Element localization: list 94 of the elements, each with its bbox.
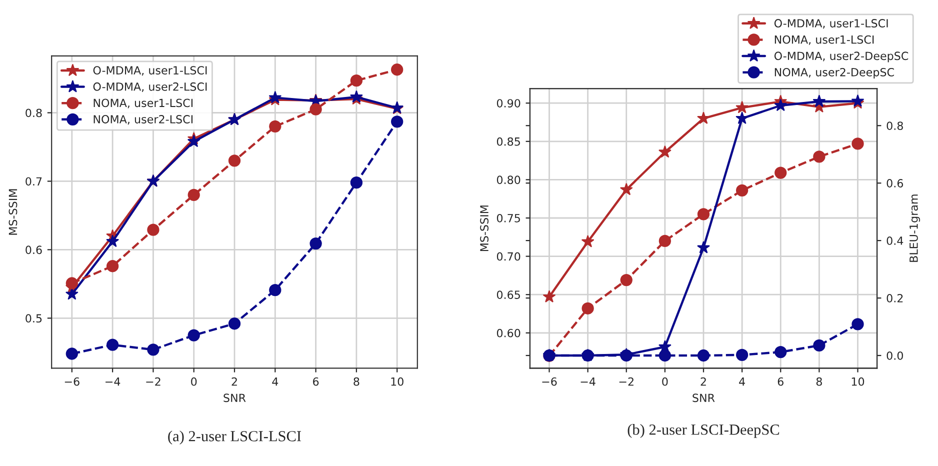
y-tick-label: 0.60 xyxy=(496,328,520,338)
point xyxy=(774,98,788,112)
point xyxy=(188,329,200,342)
point xyxy=(813,339,826,352)
point xyxy=(269,120,282,133)
point xyxy=(391,64,404,76)
point xyxy=(581,234,594,248)
point xyxy=(620,182,633,196)
text: (b) 2-user LSCI-DeepSC xyxy=(628,424,780,438)
point xyxy=(350,74,363,87)
point xyxy=(774,346,787,358)
y-tick-label: 0.7 xyxy=(26,177,42,186)
x-tick-label: 2 xyxy=(232,377,237,386)
legend-label: NOMA, user1-LSCI xyxy=(774,35,874,45)
x-tick-label: 10 xyxy=(852,377,864,386)
point xyxy=(350,176,363,189)
y2-axis-title: BLEU-1gram xyxy=(910,194,920,262)
point xyxy=(736,184,748,196)
x-tick-label: 10 xyxy=(391,377,404,386)
point xyxy=(269,284,282,296)
y2-tick-label: 0.0 xyxy=(886,351,903,360)
y-tick-label: 0.65 xyxy=(496,290,520,299)
x-tick-label: 6 xyxy=(313,377,319,386)
point xyxy=(310,237,322,250)
y-tick-label: 0.6 xyxy=(26,246,42,254)
x-tick-label: 6 xyxy=(778,377,784,386)
y-tick-label: 0.75 xyxy=(496,214,520,222)
point xyxy=(187,134,200,148)
point xyxy=(697,208,710,220)
x-tick-label: −6 xyxy=(542,377,557,386)
legend-label: O-MDMA, user1-LSCI xyxy=(774,19,888,29)
y-tick-label: 0.80 xyxy=(496,176,520,184)
x-tick-label: −4 xyxy=(106,378,120,386)
y-tick-label: 0.90 xyxy=(496,99,520,108)
point xyxy=(658,234,672,248)
point xyxy=(391,116,404,128)
point xyxy=(147,344,160,356)
point xyxy=(658,349,672,362)
point xyxy=(66,277,78,290)
legend-label: O-MDMA, user1-LSCI xyxy=(93,66,207,76)
x-axis-title: SNR xyxy=(224,394,246,402)
point xyxy=(106,338,119,351)
point xyxy=(66,348,78,360)
y2-tick-label: 0.4 xyxy=(886,236,904,245)
legend-label: NOMA, user1-LSCI xyxy=(94,98,193,108)
x-tick-label: 8 xyxy=(354,377,360,386)
x-tick-label: −4 xyxy=(580,378,596,386)
point xyxy=(774,166,787,179)
y2-tick-label: 0.6 xyxy=(886,179,904,188)
point xyxy=(65,287,78,300)
x-tick-label: 4 xyxy=(272,378,278,386)
y2-tick-label: 0.8 xyxy=(886,122,903,130)
y-axis-title: MS-SSIM xyxy=(8,189,18,235)
point xyxy=(736,100,749,114)
y2-tick-label: 0.2 xyxy=(886,294,903,302)
legend-label: O-MDMA, user2-DeepSC xyxy=(774,52,908,62)
point xyxy=(658,145,672,158)
y-tick-label: 0.8 xyxy=(26,108,42,118)
point xyxy=(697,112,710,124)
x-tick-label: −2 xyxy=(619,377,634,386)
point xyxy=(147,224,160,236)
point xyxy=(310,103,322,116)
point xyxy=(106,234,120,248)
point xyxy=(620,274,632,286)
point xyxy=(736,348,748,361)
point xyxy=(228,318,241,330)
point xyxy=(582,302,594,314)
point xyxy=(188,188,200,201)
x-tick-label: 2 xyxy=(700,377,706,386)
y-tick-label: 0.85 xyxy=(496,137,520,146)
legend-label: O-MDMA, user2-LSCI xyxy=(93,82,207,92)
x-tick-label: 8 xyxy=(816,377,822,386)
x-tick-label: −2 xyxy=(146,377,160,386)
point xyxy=(228,154,241,167)
point xyxy=(106,260,119,272)
x-tick-label: 0 xyxy=(662,377,668,386)
point xyxy=(697,349,710,362)
point xyxy=(852,318,864,330)
point xyxy=(813,150,826,163)
legend-label: NOMA, user2-DeepSC xyxy=(774,68,894,79)
point xyxy=(697,240,710,254)
x-tick-label: −6 xyxy=(64,377,80,386)
y-tick-label: 0.70 xyxy=(496,252,520,261)
point xyxy=(542,290,556,302)
y-tick-label: 0.5 xyxy=(26,314,42,323)
x-axis-title: SNR xyxy=(692,394,715,402)
point xyxy=(812,94,826,108)
x-tick-label: 0 xyxy=(191,377,197,386)
legend-label: NOMA, user2-LSCI xyxy=(94,115,193,125)
y-axis-title: MS-SSIM xyxy=(480,206,488,252)
point xyxy=(852,138,864,150)
point xyxy=(736,112,749,124)
x-tick-label: 4 xyxy=(739,378,745,386)
text: (a) 2-user LSCI-LSCI xyxy=(168,430,301,444)
